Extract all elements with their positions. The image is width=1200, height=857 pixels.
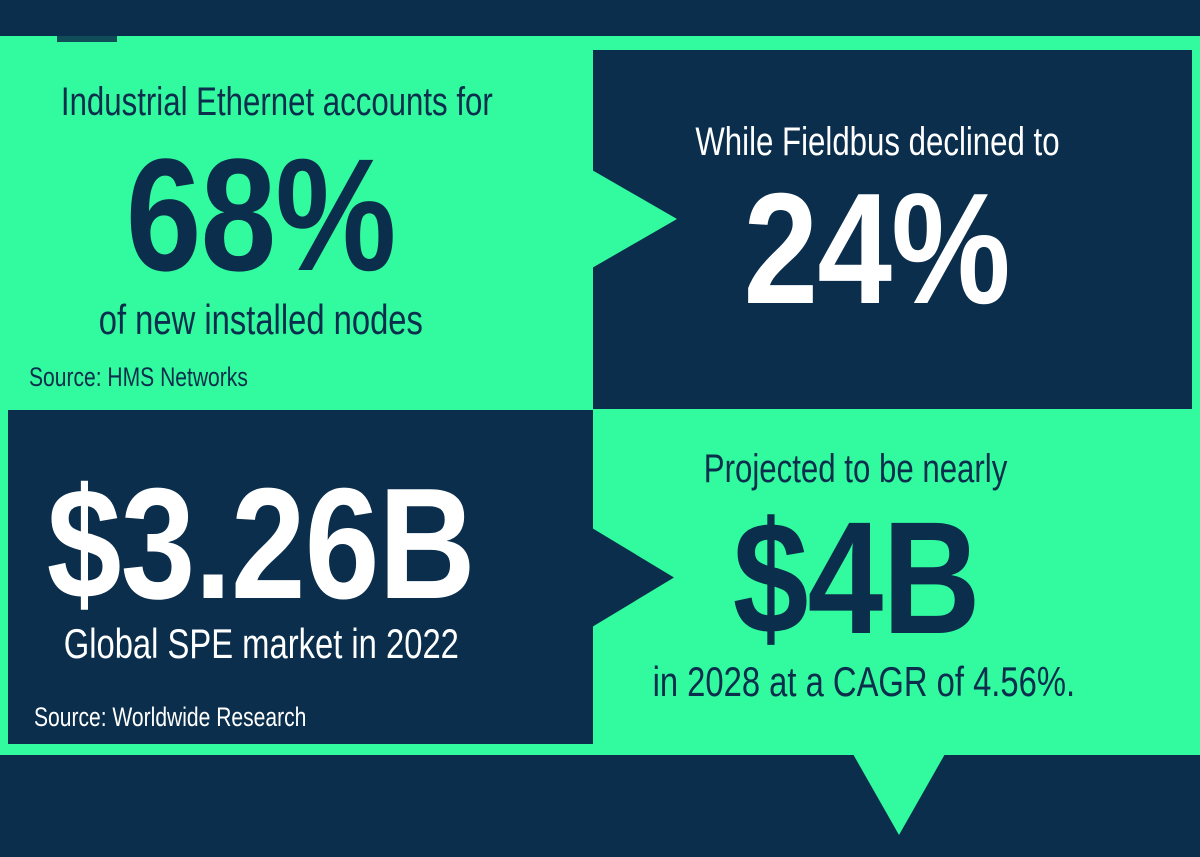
panel-ethernet [0, 36, 593, 409]
spe-2022-subtext-text: Global SPE market in 2022 [63, 620, 459, 667]
ethernet-source-text: Source: HMS Networks [29, 362, 248, 392]
spe-2022-source: Source: Worldwide Research [34, 704, 383, 731]
ethernet-stat-value: 68% [0, 135, 522, 295]
ethernet-stat-text: 68% [126, 125, 396, 304]
spe-2028-heading: Projected to be nearly [593, 449, 1119, 489]
spe-2028-subtext-text: in 2028 at a CAGR of 4.56%. [652, 658, 1076, 705]
ethernet-subtext-text: of new installed nodes [98, 296, 424, 343]
spe-2028-subtext: in 2028 at a CAGR of 4.56%. [593, 661, 1119, 703]
spe-2028-heading-text: Projected to be nearly [704, 447, 1008, 491]
spe-2022-stat-value: $3.26B [0, 465, 522, 623]
fieldbus-stat-value: 24% [593, 170, 1161, 328]
fieldbus-heading-text: While Fieldbus declined to [694, 120, 1060, 164]
ethernet-heading-text: Industrial Ethernet accounts for [60, 80, 493, 124]
spe-2028-stat-value: $4B [593, 498, 1119, 658]
top-navy-bar [0, 0, 1200, 36]
fieldbus-stat-text: 24% [743, 161, 1011, 337]
spe-2022-subtext: Global SPE market in 2022 [0, 623, 522, 665]
ethernet-subtext: of new installed nodes [0, 299, 522, 341]
panel-spe-2022 [8, 410, 593, 744]
panel-fieldbus [590, 50, 1192, 409]
ethernet-heading: Industrial Ethernet accounts for [0, 82, 522, 122]
fieldbus-heading: While Fieldbus declined to [593, 122, 1161, 162]
spe-2028-stat-text: $4B [732, 488, 981, 667]
ethernet-source: Source: HMS Networks [29, 364, 310, 391]
top-bar-notch [57, 36, 117, 42]
spe-2022-stat-text: $3.26B [47, 456, 476, 632]
spe-2022-source-text: Source: Worldwide Research [34, 702, 307, 732]
callout-tail-down-green-icon [853, 754, 945, 835]
